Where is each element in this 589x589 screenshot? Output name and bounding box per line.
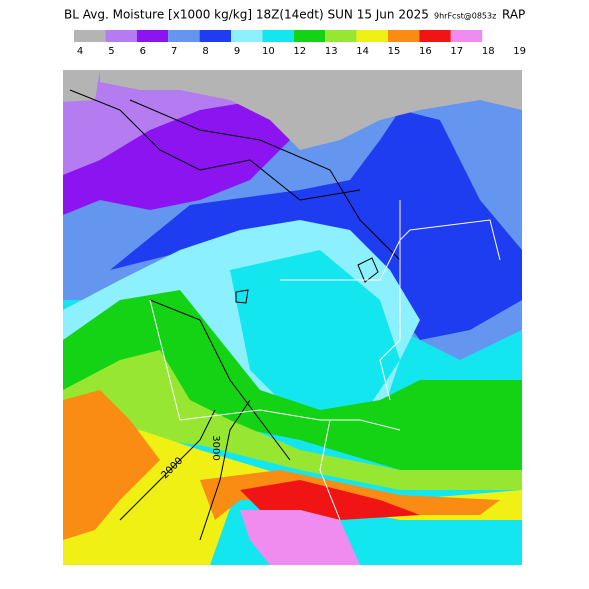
colorbar-box: [105, 30, 137, 42]
colorbar-box: [356, 30, 388, 42]
moisture-area: [63, 70, 100, 102]
colorbar-label: 19: [513, 46, 526, 57]
contour: [235, 289, 249, 304]
moisture-area: [63, 390, 160, 540]
colorbar-box: [262, 30, 294, 42]
model-name: RAP: [502, 8, 525, 22]
state-border: [280, 219, 501, 281]
colorbar-label: 18: [482, 46, 495, 57]
colorbar-box: [450, 30, 483, 42]
colorbar-box: [293, 30, 326, 42]
colorbar-box: [419, 30, 451, 42]
moisture-area: [63, 290, 522, 470]
contour: [199, 399, 251, 541]
colorbar-box: [231, 30, 263, 42]
colorbar-label: 17: [450, 46, 463, 57]
contour: [149, 299, 291, 461]
colorbar-box: [74, 30, 106, 42]
colorbar-box: [199, 30, 231, 42]
contour: [357, 257, 379, 283]
colorbar-box: [388, 30, 420, 42]
colorbar-label: 9: [234, 46, 240, 57]
contour: [129, 99, 401, 261]
state-border: [319, 419, 341, 521]
colorbar-label: 16: [419, 46, 432, 57]
colorbar-label: 12: [293, 46, 306, 57]
colorbar-label: 15: [388, 46, 401, 57]
moisture-area: [240, 510, 360, 565]
colorbar-box: [168, 30, 200, 42]
contour: [69, 89, 361, 201]
state-border: [379, 200, 401, 401]
colorbar-label: 7: [171, 46, 177, 57]
moisture-area: [63, 70, 260, 175]
map: 2000 3000: [63, 70, 522, 565]
moisture-area: [100, 70, 522, 150]
colorbar: 4 5 6 7 8 9 10 12 13 14 15 16 17 18 19: [74, 30, 526, 57]
colorbar-label: 6: [140, 46, 146, 57]
moisture-area: [63, 350, 522, 490]
colorbar-label: 5: [108, 46, 114, 57]
colorbar-label: 13: [325, 46, 338, 57]
contour: [119, 409, 216, 521]
moisture-area: [230, 250, 400, 420]
map-title: BL Avg. Moisture [x1000 kg/kg] 18Z(14edt…: [64, 8, 429, 22]
colorbar-label: 4: [77, 46, 83, 57]
colorbar-label: 8: [202, 46, 208, 57]
colorbar-box: [325, 30, 357, 42]
colorbar-label: 10: [262, 46, 275, 57]
forecast-info: 9hrFcst@0853z: [434, 12, 496, 21]
colorbar-box: [136, 30, 169, 42]
contour-label: 3000: [210, 435, 221, 460]
state-border: [149, 299, 401, 431]
colorbar-label: 14: [356, 46, 369, 57]
